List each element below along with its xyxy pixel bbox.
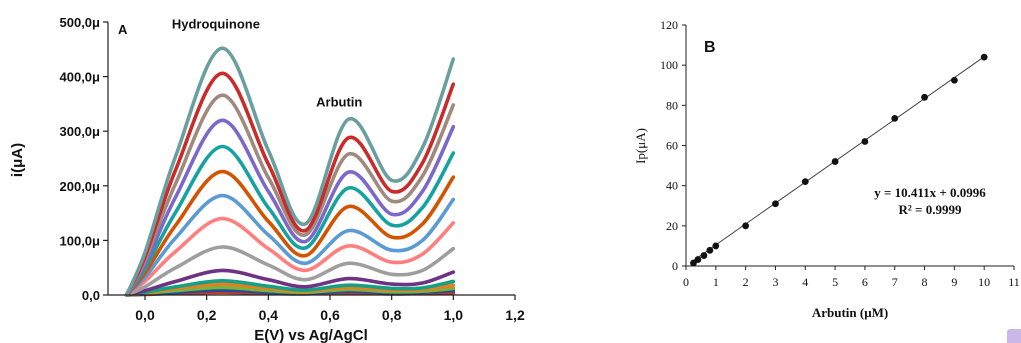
x-tick-label-b: 10	[978, 275, 990, 289]
x-tick-label-a: 0,0	[135, 307, 155, 323]
cv-curve-13	[124, 71, 456, 297]
y-tick-label-b: 20	[666, 219, 678, 233]
y-tick-label-b: 60	[666, 139, 678, 153]
y-ticks-b: 0 20 40 60 80 100 120	[660, 18, 686, 273]
data-point-4	[712, 242, 720, 250]
cv-curve-10	[124, 144, 456, 297]
data-point-11	[921, 93, 928, 101]
data-point-8	[831, 158, 839, 165]
x-tick-label-b: 1	[713, 275, 719, 289]
y-axis-label-b: Ip(μA)	[633, 128, 648, 164]
cv-curve-5	[124, 268, 456, 297]
x-tick-label-b: 11	[1008, 275, 1020, 289]
panel-a: A Hydroquinone Arbutin 0,0 100,0μ 200,0μ 30…	[9, 15, 525, 343]
x-tick-label-b: 3	[772, 275, 778, 289]
cv-curve-14	[124, 46, 456, 297]
y-tick-label-a: 400,0μ	[60, 70, 101, 85]
data-point-1	[694, 256, 702, 263]
y-tick-label-b: 0	[672, 259, 678, 273]
data-point-3	[706, 246, 714, 254]
panel-a-label: A	[118, 22, 128, 37]
x-tick-label-b: 6	[862, 275, 868, 289]
x-tick-label-a: 1,0	[444, 307, 464, 323]
panel-b-label: B	[704, 39, 716, 56]
data-point-13	[980, 53, 988, 61]
data-point-2	[700, 252, 708, 259]
x-ticks-a: 0,0 0,2 0,4 0,6 0,8 1,0 1,2	[135, 295, 525, 323]
cv-curve-12	[124, 93, 456, 297]
data-point-5	[742, 222, 750, 230]
cv-curve-9	[124, 169, 456, 297]
annotation-hydroquinone: Hydroquinone	[172, 17, 260, 32]
x-tick-label-b: 0	[683, 275, 689, 289]
cv-curve-11	[124, 118, 456, 297]
cv-curve-4	[124, 278, 456, 297]
corner-tab	[1007, 329, 1021, 343]
x-tick-label-a: 0,4	[259, 307, 279, 323]
y-tick-label-a: 200,0μ	[60, 179, 101, 194]
data-point-10	[891, 114, 899, 122]
y-tick-label-a: 0,0	[82, 288, 100, 303]
annotation-arbutin: Arbutin	[316, 95, 362, 110]
y-tick-label-a: 100,0μ	[60, 233, 101, 248]
y-tick-label-b: 40	[666, 179, 678, 193]
x-axis-label-a: E(V) vs Ag/AgCl	[254, 327, 368, 343]
x-tick-label-a: 0,6	[320, 307, 340, 323]
x-tick-label-b: 9	[951, 275, 957, 289]
r-squared: R² = 0.9999	[899, 202, 962, 217]
y-tick-label-b: 80	[666, 98, 678, 112]
x-tick-label-a: 0,2	[197, 307, 217, 323]
data-points	[690, 53, 988, 267]
y-tick-label-a: 500,0μ	[60, 15, 101, 30]
fit-equation: y = 10.411x + 0.0996	[874, 185, 986, 200]
cv-curve-6	[124, 245, 456, 297]
y-tick-label-b: 120	[660, 18, 678, 32]
x-tick-label-b: 2	[743, 275, 749, 289]
fit-line	[693, 56, 985, 261]
data-point-7	[801, 178, 809, 186]
data-point-6	[772, 200, 779, 208]
y-axis-label-a: i(μA)	[9, 143, 26, 177]
x-ticks-b: 0 1 2 3 4 5 6 7 8 9 10 11	[683, 266, 1020, 289]
x-tick-label-b: 8	[922, 275, 928, 289]
data-point-12	[950, 76, 958, 84]
cv-curves	[124, 46, 456, 297]
x-tick-label-a: 0,8	[382, 307, 402, 323]
x-tick-label-b: 7	[892, 275, 898, 289]
x-axis-label-b: Arbutin (μM)	[812, 305, 888, 320]
cv-curve-7	[124, 216, 456, 297]
cv-curve-8	[124, 193, 456, 297]
panel-b: B 0 20 40 60 80 100 120 0 1 2 3 4 5 6 7 8 9 10 11 y = 10.…	[633, 18, 1020, 320]
y-ticks-a: 0,0 100,0μ 200,0μ 300,0μ 400,0μ 500,0μ	[60, 15, 108, 303]
y-tick-label-a: 300,0μ	[60, 124, 101, 139]
x-tick-label-b: 5	[832, 275, 838, 289]
x-tick-label-b: 4	[802, 275, 808, 289]
x-tick-label-a: 1,2	[505, 307, 525, 323]
data-point-9	[861, 138, 869, 145]
y-tick-label-b: 100	[660, 58, 678, 72]
